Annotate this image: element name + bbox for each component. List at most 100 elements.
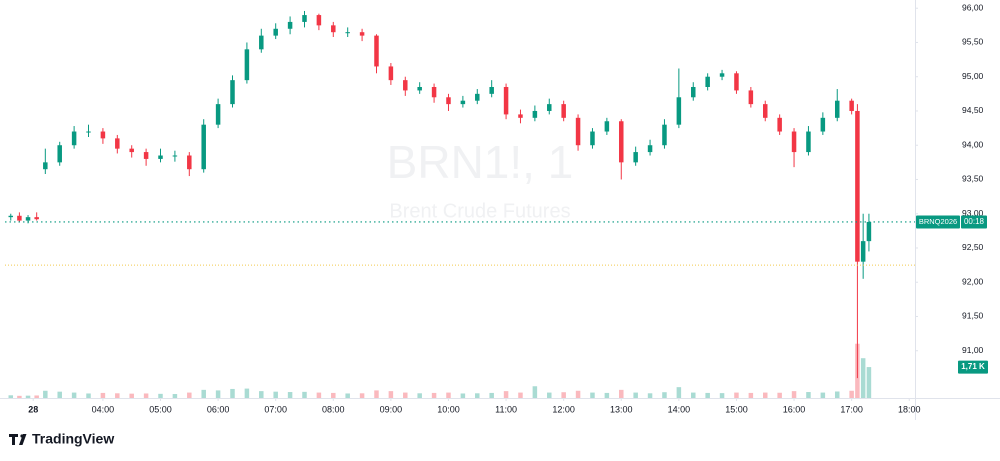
y-tick-label: 92,00 — [962, 276, 984, 286]
candle-body — [748, 90, 754, 105]
volume-bar — [388, 391, 394, 398]
symbol-box — [916, 215, 960, 229]
candle-body — [575, 117, 581, 146]
volume-bar — [403, 392, 408, 398]
candle-body — [388, 66, 394, 81]
volume-bar — [302, 391, 307, 398]
volume-bar — [345, 393, 350, 398]
volume-bar — [259, 391, 264, 398]
volume-bar — [489, 392, 494, 398]
volume-bars — [8, 343, 872, 398]
candle-body — [259, 35, 264, 50]
volume-bar — [734, 392, 739, 398]
volume-bar — [691, 392, 696, 398]
volume-bar — [100, 392, 106, 398]
volume-bar — [34, 395, 39, 398]
volume-bar — [215, 390, 221, 398]
volume-bar — [662, 392, 667, 398]
candle-body — [547, 104, 552, 111]
x-tick-label: 06:00 — [207, 404, 230, 414]
volume-bar — [8, 395, 14, 398]
volume-bar — [855, 343, 860, 398]
candle-body — [633, 152, 638, 163]
volume-bar — [860, 358, 866, 398]
x-tick-label: 09:00 — [380, 404, 403, 414]
volume-bar — [518, 392, 523, 398]
volume-bar — [86, 393, 91, 398]
volume-bar — [187, 392, 192, 398]
volume-bar — [230, 388, 235, 398]
volume-bar — [43, 390, 48, 398]
candle-body — [302, 15, 307, 22]
candle-body — [331, 25, 336, 33]
volume-bar — [17, 395, 22, 398]
x-tick-label: 08:00 — [322, 404, 345, 414]
y-tick-label: 92,50 — [962, 242, 984, 252]
candle-body — [866, 221, 872, 242]
volume-bar — [359, 393, 365, 398]
volume-bar — [532, 386, 538, 398]
y-tick-label: 95,50 — [962, 37, 984, 47]
candle-body — [460, 100, 466, 105]
candle-body — [676, 97, 682, 125]
x-tick-label: 28 — [28, 404, 38, 414]
countdown-box — [961, 215, 987, 229]
candle-body — [374, 35, 379, 67]
candle-body — [619, 121, 624, 163]
candle-body — [215, 104, 221, 125]
volume-bar — [633, 392, 638, 398]
y-tick-label: 96,00 — [962, 2, 984, 12]
candle-body — [172, 155, 178, 157]
volume-bar — [820, 392, 826, 398]
candle-body — [143, 152, 149, 159]
candles — [8, 10, 872, 379]
volume-bar — [460, 393, 466, 398]
volume-bar — [244, 388, 250, 398]
y-tick-label: 91,50 — [962, 311, 984, 321]
candle-body — [777, 117, 782, 132]
candle-body — [763, 104, 768, 118]
volume-bar — [849, 390, 854, 398]
x-tick-label: 12:00 — [552, 404, 575, 414]
volume-bar — [866, 367, 872, 398]
x-tick-label: 18:00 — [898, 404, 921, 414]
candle-body — [431, 86, 437, 98]
x-tick-label: 10:00 — [437, 404, 460, 414]
volume-bar — [158, 393, 163, 398]
candle-body — [8, 215, 14, 218]
watermark-subtitle: Brent Crude Futures — [389, 200, 570, 222]
y-tick-label: 93,00 — [962, 208, 984, 218]
volume-bar — [806, 392, 811, 398]
y-tick-label: 95,00 — [962, 71, 984, 81]
candle-body — [662, 124, 667, 146]
volume-bar — [503, 391, 509, 398]
volume-bar — [590, 392, 595, 398]
volume-bar — [446, 392, 451, 398]
volume-bar — [791, 391, 797, 398]
candle-body — [503, 86, 509, 115]
x-tick-label: 04:00 — [92, 404, 115, 414]
candle-body — [590, 131, 595, 146]
candle-body — [187, 155, 192, 170]
candle-body — [705, 76, 710, 87]
candle-body — [273, 28, 278, 36]
brand-name: TradingView — [32, 431, 114, 447]
volume-bar — [25, 395, 31, 398]
candle-body — [345, 32, 350, 34]
x-tick-label: 15:00 — [725, 404, 748, 414]
candle-body — [129, 148, 134, 153]
candle-body — [518, 114, 523, 118]
volume-bar — [431, 392, 437, 398]
volume-bar — [719, 393, 725, 398]
volume-bar — [834, 391, 840, 398]
brand-icon — [9, 434, 27, 445]
symbol-label: BRNQ2026 — [919, 217, 957, 226]
x-tick-label: 11:00 — [495, 404, 517, 414]
volume-bar — [547, 392, 552, 398]
candle-body — [820, 117, 826, 132]
candle-body — [855, 110, 860, 262]
x-tick-label: 05:00 — [149, 404, 172, 414]
candle-body — [43, 162, 48, 170]
candle-body — [17, 215, 22, 221]
candle-body — [201, 124, 206, 170]
